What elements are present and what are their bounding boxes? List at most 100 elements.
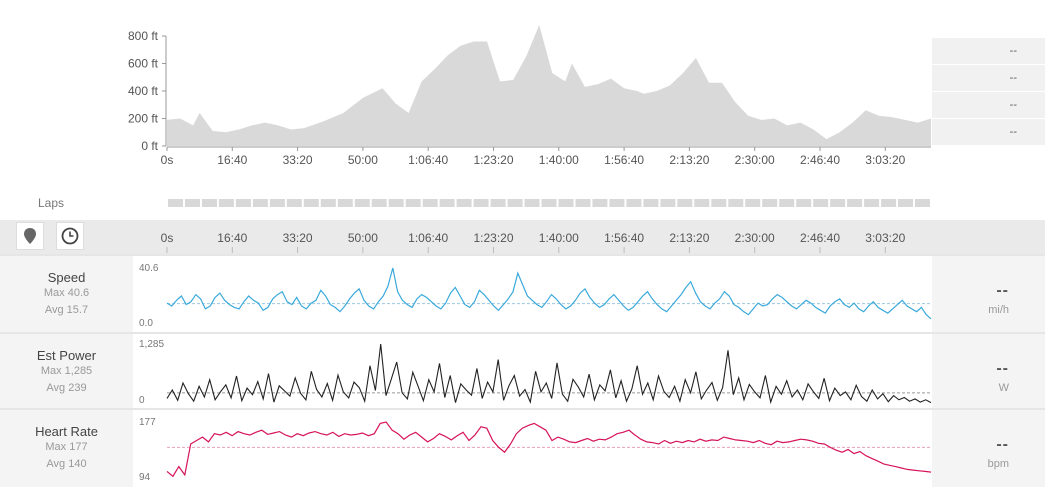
speed-current: --: [996, 282, 1009, 299]
lap-segment: [337, 199, 353, 207]
elevation-value-4: --: [932, 119, 1045, 146]
lap-segment: [881, 199, 897, 207]
lap-segment: [388, 199, 404, 207]
time-axis-label: 1:06:40: [408, 231, 448, 245]
lap-segment: [422, 199, 438, 207]
time-axis-label: 1:56:40: [604, 231, 644, 245]
elevation-x-tick-label: 1:56:40: [604, 153, 644, 167]
lap-segment: [286, 199, 302, 207]
map-pin-icon: [24, 228, 36, 244]
elevation-x-tick-label: 0s: [161, 153, 174, 167]
lap-segment: [218, 199, 234, 207]
lap-segment: [439, 199, 455, 207]
lap-segment: [320, 199, 336, 207]
lap-segment: [592, 199, 608, 207]
lap-segment: [524, 199, 540, 207]
speed-max: Max 40.6: [43, 287, 90, 299]
lap-segment: [830, 199, 846, 207]
elevation-y-axis: 800 ft 600 ft 400 ft 200 ft 0 ft: [128, 29, 167, 153]
time-axis: 0s 16:40 33:20 50:00 1:06:40 1:23:20 1:40:00 1:…: [161, 231, 906, 253]
lap-segment: [728, 199, 744, 207]
speed-current-panel: -- mi/h: [932, 256, 1045, 332]
lap-segment: [609, 199, 625, 207]
heart-rate-ymax-label: 177: [139, 417, 156, 428]
chart-toolbar: 0s 16:40 33:20 50:00 1:06:40 1:23:20 1:40:00 1:…: [0, 220, 1045, 254]
power-current: --: [996, 360, 1009, 377]
lap-segment: [677, 199, 693, 207]
elevation-x-tick-label: 33:20: [283, 153, 313, 167]
lap-segment: [252, 199, 268, 207]
heart-rate-chart: 177 94: [139, 417, 932, 483]
power-panel: Est Power Max 1,285 Avg 239: [0, 334, 133, 408]
elevation-x-tick-label: 2:46:40: [800, 153, 840, 167]
heart-rate-max: Max 177: [45, 441, 88, 453]
lap-segment: [473, 199, 489, 207]
elevation-value-3: --: [932, 92, 1045, 119]
lap-segment: [168, 199, 183, 207]
lap-segment: [660, 199, 676, 207]
time-axis-label: 2:46:40: [800, 231, 840, 245]
elevation-chart: 800 ft 600 ft 400 ft 200 ft 0 ft 0s 16:40 33:2…: [128, 25, 931, 167]
time-axis-label: 0s: [161, 231, 174, 245]
lap-segment: [745, 199, 761, 207]
elevation-y-tick-label: 200 ft: [128, 112, 159, 126]
speed-chart: 40.6 0.0: [139, 263, 932, 329]
lap-segment: [694, 199, 710, 207]
lap-segment: [898, 199, 913, 207]
speed-title: Speed: [47, 270, 86, 285]
speed-panel: Speed Max 40.6 Avg 15.7: [0, 256, 133, 332]
lap-segment: [779, 199, 795, 207]
elevation-x-tick-label: 1:40:00: [539, 153, 579, 167]
clock-icon: [61, 227, 79, 245]
time-axis-label: 1:23:20: [473, 231, 513, 245]
time-axis-label: 3:03:20: [865, 231, 905, 245]
power-avg: Avg 239: [46, 382, 87, 394]
heart-rate-current-panel: -- bpm: [932, 410, 1045, 487]
elevation-x-tick-label: 1:23:20: [473, 153, 513, 167]
speed-avg: Avg 15.7: [44, 304, 89, 316]
lap-segment: [626, 199, 642, 207]
elevation-value-1: --: [932, 38, 1045, 65]
elevation-x-axis: 0s 16:40 33:20 50:00 1:06:40 1:23:20 1:40:00 1:…: [161, 146, 931, 167]
power-chart: 1,285 0: [139, 339, 932, 406]
heart-rate-line: [166, 421, 932, 478]
time-axis-label: 50:00: [348, 231, 378, 245]
heart-rate-panel: Heart Rate Max 177 Avg 140: [0, 410, 133, 487]
lap-segment: [915, 199, 930, 207]
power-max: Max 1,285: [40, 365, 93, 377]
lap-segment: [456, 199, 472, 207]
elevation-value-2: --: [932, 65, 1045, 92]
heart-rate-title: Heart Rate: [35, 424, 98, 439]
clock-button[interactable]: [56, 222, 84, 250]
lap-segment: [269, 199, 285, 207]
time-axis-label: 2:13:20: [669, 231, 709, 245]
lap-segment: [643, 199, 659, 207]
lap-segment: [864, 199, 880, 207]
lap-segment: [303, 199, 319, 207]
elevation-y-tick-label: 0 ft: [141, 139, 158, 153]
elevation-area: [167, 25, 931, 146]
power-ymax-label: 1,285: [139, 339, 164, 350]
lap-segment: [507, 199, 523, 207]
elevation-x-tick-label: 1:06:40: [408, 153, 448, 167]
speed-ymax-label: 40.6: [139, 263, 159, 274]
lap-segment: [202, 199, 217, 207]
lap-segment: [575, 199, 591, 207]
heart-rate-avg: Avg 140: [46, 458, 87, 470]
lap-segment: [235, 199, 251, 207]
lap-segment: [405, 199, 421, 207]
lap-segment: [847, 199, 863, 207]
power-current-panel: -- W: [932, 334, 1045, 408]
power-ymin-label: 0: [139, 395, 145, 406]
lap-segment: [354, 199, 370, 207]
elevation-x-tick-label: 50:00: [348, 153, 378, 167]
map-pin-button[interactable]: [16, 222, 44, 250]
elevation-x-tick-label: 3:03:20: [865, 153, 905, 167]
elevation-x-tick-label: 2:13:20: [669, 153, 709, 167]
power-line: [166, 343, 932, 405]
lap-segment: [762, 199, 778, 207]
laps-bar: [168, 199, 930, 207]
time-axis-label: 33:20: [283, 231, 313, 245]
elevation-y-tick-label: 800 ft: [128, 29, 159, 43]
power-title: Est Power: [36, 348, 97, 363]
